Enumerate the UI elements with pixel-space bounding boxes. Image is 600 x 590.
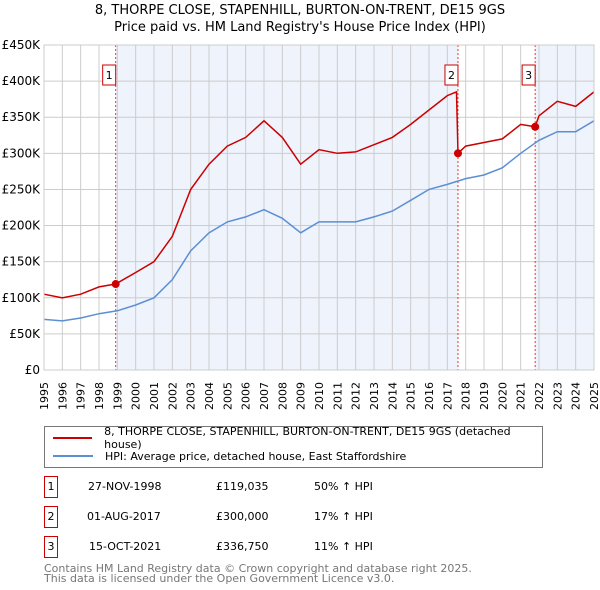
sale-point <box>531 122 540 131</box>
series-line-property <box>43 90 595 299</box>
y-tick-label: £350K <box>2 110 42 124</box>
x-tick-label: 2011 <box>331 382 344 410</box>
sale-row: 3 15-OCT-2021 £336,750 11% ↑ HPI <box>44 536 544 558</box>
x-tick-label: 1997 <box>75 382 88 410</box>
footer-copyright: Contains HM Land Registry data © Crown c… <box>44 562 472 575</box>
x-tick-label: 2008 <box>276 382 289 410</box>
sale-number: 3 <box>44 536 58 558</box>
x-tick-label: 2022 <box>533 382 546 410</box>
sale-date: 15-OCT-2021 <box>89 540 162 553</box>
sale-label: 1 <box>106 69 113 82</box>
x-tick-label: 2010 <box>313 382 326 410</box>
shade-region <box>535 45 594 370</box>
legend-property: 8, THORPE CLOSE, STAPENHILL, BURTON-ON-T… <box>53 425 542 451</box>
sale-row: 1 27-NOV-1998 £119,035 50% ↑ HPI <box>44 476 544 498</box>
x-tick-label: 2001 <box>148 382 161 410</box>
legend-label-property: 8, THORPE CLOSE, STAPENHILL, BURTON-ON-T… <box>104 425 511 451</box>
x-tick-label: 1998 <box>93 382 106 410</box>
sale-price: £119,035 <box>216 480 269 493</box>
y-tick-label: £100K <box>2 291 42 305</box>
x-tick-label: 1996 <box>56 382 69 410</box>
y-tick-label: £300K <box>2 146 42 160</box>
legend: 8, THORPE CLOSE, STAPENHILL, BURTON-ON-T… <box>44 425 543 468</box>
x-tick-label: 2002 <box>166 382 179 410</box>
sale-point <box>453 149 462 158</box>
sale-hpi-diff: 17% ↑ HPI <box>314 510 373 523</box>
sale-date: 01-AUG-2017 <box>87 510 161 523</box>
x-tick-label: 2021 <box>515 382 528 410</box>
y-tick-label: £400K <box>2 74 42 88</box>
x-tick-label: 2007 <box>258 382 271 410</box>
legend-swatch-hpi <box>53 455 93 457</box>
legend-label-hpi: HPI: Average price, detached house, East… <box>105 449 407 463</box>
legend-swatch-property <box>53 437 93 439</box>
x-tick-label: 2006 <box>240 382 253 410</box>
x-tick-label: 2005 <box>221 382 234 410</box>
sale-price: £300,000 <box>216 510 269 523</box>
sale-label-box <box>521 64 536 86</box>
x-tick-label: 2024 <box>570 382 583 410</box>
y-tick-label: £250K <box>2 182 42 196</box>
sale-label: 3 <box>525 69 532 82</box>
x-tick-label: 2020 <box>496 382 509 410</box>
sale-label-box <box>102 64 117 86</box>
x-tick-label: 1995 <box>38 382 51 410</box>
x-tick-label: 2023 <box>551 382 564 410</box>
x-tick-label: 1999 <box>111 382 124 410</box>
sale-number: 2 <box>44 506 58 528</box>
y-tick-label: £0 <box>25 363 40 377</box>
chart-title: 8, THORPE CLOSE, STAPENHILL, BURTON-ON-T… <box>94 3 506 18</box>
x-tick-label: 2009 <box>295 382 308 410</box>
y-tick-label: £150K <box>2 255 42 269</box>
sale-label-box <box>444 64 459 86</box>
sale-point <box>111 280 120 289</box>
x-tick-label: 2003 <box>185 382 198 410</box>
y-tick-label: £450K <box>2 38 42 52</box>
x-tick-label: 2017 <box>441 382 454 410</box>
plot-border <box>43 44 595 371</box>
legend-hpi: HPI: Average price, detached house, East… <box>53 448 406 464</box>
x-tick-label: 2004 <box>203 382 216 410</box>
x-tick-label: 2016 <box>423 382 436 410</box>
sale-date: 27-NOV-1998 <box>88 480 162 493</box>
sale-label: 2 <box>448 69 455 82</box>
footer-licence: This data is licensed under the Open Gov… <box>44 572 395 585</box>
sale-row: 2 01-AUG-2017 £300,000 17% ↑ HPI <box>44 506 544 528</box>
sale-hpi-diff: 50% ↑ HPI <box>314 480 373 493</box>
chart-subtitle: Price paid vs. HM Land Registry's House … <box>114 20 486 35</box>
sale-hpi-diff: 11% ↑ HPI <box>314 540 373 553</box>
shade-region <box>115 45 458 370</box>
x-tick-label: 2025 <box>588 382 600 410</box>
x-tick-label: 2000 <box>130 382 143 410</box>
y-tick-label: £50K <box>9 327 41 341</box>
x-tick-label: 2019 <box>478 382 491 410</box>
x-tick-label: 2012 <box>350 382 363 410</box>
sale-number: 1 <box>44 476 58 498</box>
sale-price: £336,750 <box>216 540 269 553</box>
x-tick-label: 2013 <box>368 382 381 410</box>
x-tick-label: 2015 <box>405 382 418 410</box>
x-tick-label: 2014 <box>386 382 399 410</box>
x-tick-label: 2018 <box>460 382 473 410</box>
series-line-hpi <box>43 120 595 322</box>
y-tick-label: £200K <box>2 219 42 233</box>
price-chart: 1995 1996 1997 1998 1999 2000 2001 2002 2003 2004… <box>2 38 600 410</box>
